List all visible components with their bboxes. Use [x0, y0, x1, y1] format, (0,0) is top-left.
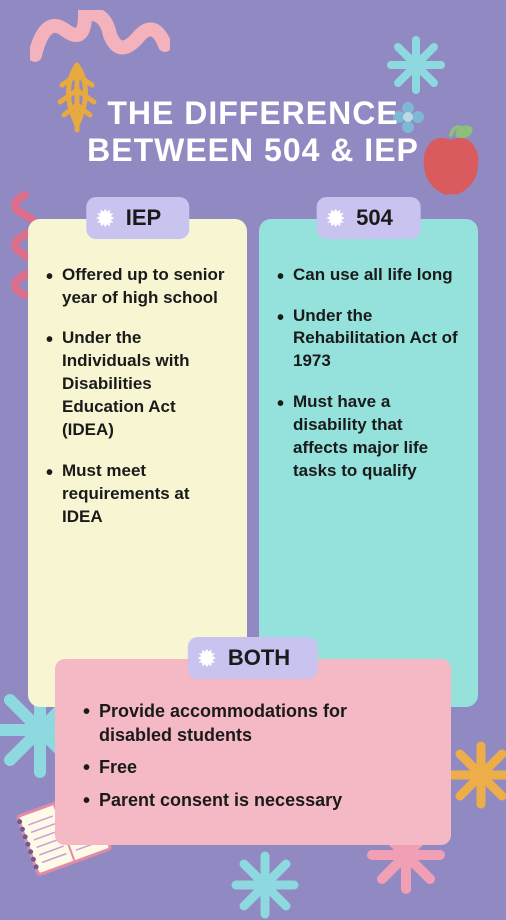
list-item: Provide accommodations for disabled stud…	[83, 699, 423, 748]
asterisk-blue-bottom-icon	[230, 850, 300, 920]
list-item: Must meet requirements at IDEA	[46, 460, 229, 529]
seal-icon	[196, 647, 218, 669]
both-list: Provide accommodations for disabled stud…	[83, 699, 423, 812]
list-item: Free	[83, 755, 423, 779]
list-item: Must have a disability that affects majo…	[277, 391, 460, 483]
504-list: Can use all life long Under the Rehabili…	[277, 264, 460, 484]
both-box: BOTH Provide accommodations for disabled…	[55, 659, 451, 845]
list-item: Under the Rehabilitation Act of 1973	[277, 305, 460, 374]
seal-icon	[94, 207, 116, 229]
seal-icon	[324, 207, 346, 229]
both-badge: BOTH	[188, 637, 318, 679]
comparison-columns: IEP Offered up to senior year of high sc…	[0, 189, 506, 707]
iep-label-text: IEP	[126, 205, 161, 231]
504-badge: 504	[316, 197, 421, 239]
asterisk-yellow-icon	[446, 740, 506, 810]
iep-column: IEP Offered up to senior year of high sc…	[28, 219, 247, 707]
both-label-text: BOTH	[228, 645, 290, 671]
iep-list: Offered up to senior year of high school…	[46, 264, 229, 529]
iep-badge: IEP	[86, 197, 189, 239]
list-item: Can use all life long	[277, 264, 460, 287]
504-column: 504 Can use all life long Under the Reha…	[259, 219, 478, 707]
page-title: THE DIFFERENCE BETWEEN 504 & IEP	[0, 0, 506, 189]
list-item: Offered up to senior year of high school	[46, 264, 229, 310]
504-label-text: 504	[356, 205, 393, 231]
list-item: Under the Individuals with Disabilities …	[46, 327, 229, 442]
list-item: Parent consent is necessary	[83, 788, 423, 812]
